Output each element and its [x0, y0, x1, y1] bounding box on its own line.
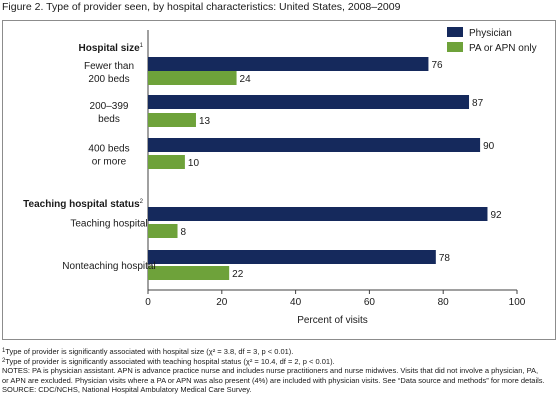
- pa-bar: [148, 266, 230, 280]
- physician-value-label: 78: [439, 253, 451, 264]
- source-note: SOURCE: CDC/NCHS, National Hospital Ambu…: [2, 385, 252, 394]
- physician-bar: [148, 57, 429, 71]
- category-label: or more: [92, 157, 127, 168]
- physician-bar: [148, 207, 488, 221]
- physician-value-label: 87: [472, 98, 484, 109]
- pa-value-label: 13: [199, 116, 211, 127]
- footnotes: 1Type of provider is significantly assoc…: [2, 347, 558, 395]
- pa-legend-swatch: [447, 42, 463, 52]
- physician-value-label: 92: [490, 210, 502, 221]
- chart-frame: [2, 20, 556, 340]
- pa-value-label: 8: [181, 227, 187, 238]
- x-tick-label: 60: [364, 297, 376, 308]
- notes-line-2: or APN are excluded. Physician visits wh…: [2, 375, 545, 385]
- pa-legend-label: PA or APN only: [469, 43, 537, 54]
- pa-bar: [148, 113, 196, 127]
- footnote-1: 1Type of provider is significantly assoc…: [2, 347, 294, 356]
- physician-value-label: 90: [483, 141, 495, 152]
- physician-value-label: 76: [431, 60, 443, 71]
- group-heading: Hospital size1: [79, 43, 144, 54]
- x-tick-label: 40: [290, 297, 302, 308]
- category-label: 200 beds: [88, 74, 129, 85]
- notes-line-1: NOTES: PA is physician assistant. APN is…: [2, 366, 539, 375]
- group-heading: Teaching hospital status2: [23, 199, 144, 210]
- pa-bar: [148, 224, 178, 238]
- x-tick-label: 20: [216, 297, 228, 308]
- pa-value-label: 22: [232, 269, 244, 280]
- pa-bar: [148, 155, 185, 169]
- category-label: 400 beds: [88, 144, 129, 155]
- group-heading-superscript: 2: [140, 199, 144, 205]
- physician-bar: [148, 138, 481, 152]
- pa-value-label: 10: [188, 158, 200, 169]
- pa-bar: [148, 71, 237, 85]
- pa-value-label: 24: [240, 74, 252, 85]
- physician-legend-swatch: [447, 27, 463, 37]
- physician-bar: [148, 250, 436, 264]
- physician-legend-label: Physician: [469, 28, 512, 39]
- category-label: Fewer than: [84, 61, 134, 72]
- x-axis-label: Percent of visits: [297, 315, 368, 326]
- category-label: beds: [98, 114, 120, 125]
- category-label: Teaching hospital: [70, 219, 147, 230]
- physician-bar: [148, 95, 470, 109]
- figure-title: Figure 2. Type of provider seen, by hosp…: [2, 1, 401, 13]
- group-heading-superscript: 1: [140, 43, 144, 49]
- x-tick-label: 80: [438, 297, 450, 308]
- x-tick-label: 0: [145, 297, 151, 308]
- footnote-2: 2Type of provider is significantly assoc…: [2, 356, 335, 366]
- category-label: 200–399: [90, 101, 129, 112]
- category-label: Nonteaching hospital: [62, 261, 155, 272]
- x-tick-label: 100: [509, 297, 526, 308]
